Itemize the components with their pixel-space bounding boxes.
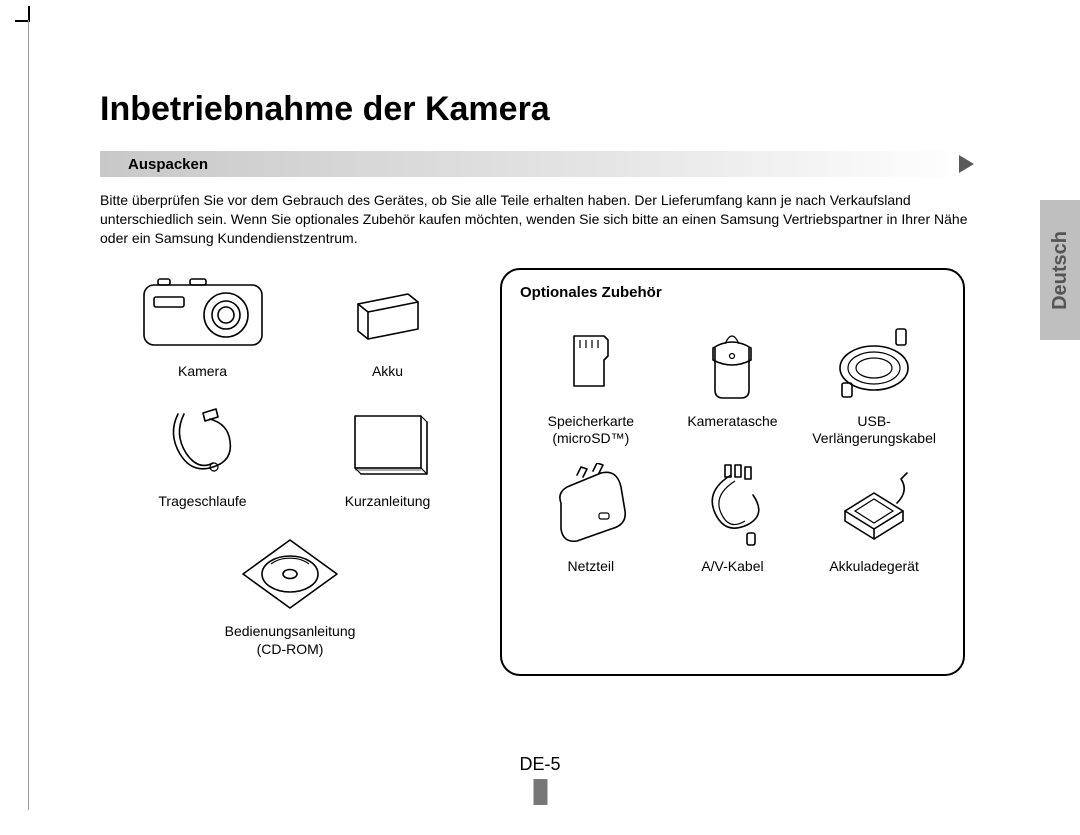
strap-icon xyxy=(125,398,280,490)
item-label: Akku xyxy=(310,362,465,380)
battery-icon xyxy=(310,268,465,360)
optional-title: Optionales Zubehör xyxy=(520,284,945,301)
items-layout: Kamera Akku xyxy=(100,268,970,677)
opt-battery-charger: Akkuladegerät xyxy=(803,458,945,592)
av-cable-icon xyxy=(662,458,804,558)
usb-cable-icon xyxy=(803,313,945,413)
label-line1: Speicherkarte xyxy=(548,413,634,429)
opt-memory-card: Speicherkarte (microSD™) xyxy=(520,313,662,448)
item-label: Kurzanleitung xyxy=(310,492,465,510)
power-adapter-icon xyxy=(520,458,662,558)
language-tab: Deutsch xyxy=(1040,200,1080,340)
label-line2: Verlängerungskabel xyxy=(812,430,936,446)
case-icon xyxy=(662,313,804,413)
item-quickstart: Kurzanleitung xyxy=(310,398,465,510)
crop-mark-v xyxy=(28,6,30,21)
content-area: Inbetriebnahme der Kamera Auspacken Bitt… xyxy=(100,90,970,676)
cd-icon xyxy=(125,528,455,620)
opt-camera-case: Kameratasche xyxy=(662,313,804,448)
intro-paragraph: Bitte überprüfen Sie vor dem Gebrauch de… xyxy=(100,191,970,248)
item-manual-cd: Bedienungsanleitung (CD-ROM) xyxy=(125,528,455,658)
item-battery: Akku xyxy=(310,268,465,380)
item-label: Netzteil xyxy=(520,558,662,592)
item-camera: Kamera xyxy=(125,268,280,380)
opt-av-cable: A/V-Kabel xyxy=(662,458,804,592)
item-label: Akkuladegerät xyxy=(803,558,945,592)
optional-grid: Speicherkarte (microSD™) xyxy=(520,313,945,602)
language-label: Deutsch xyxy=(1049,231,1072,310)
label-line1: Bedienungsanleitung xyxy=(225,623,356,639)
margin-rule xyxy=(28,20,29,810)
page-number: DE-5 xyxy=(519,754,560,805)
manual-page: Inbetriebnahme der Kamera Auspacken Bitt… xyxy=(0,0,1080,835)
charger-icon xyxy=(803,458,945,558)
arrow-right-icon xyxy=(959,155,974,173)
included-items: Kamera Akku xyxy=(100,268,480,677)
label-line1: USB- xyxy=(857,413,890,429)
page-number-text: DE-5 xyxy=(519,754,560,774)
opt-usb-cable: USB- Verlängerungskabel xyxy=(803,313,945,448)
item-label: Trageschlaufe xyxy=(125,492,280,510)
item-label: Kamera xyxy=(125,362,280,380)
item-strap: Trageschlaufe xyxy=(125,398,280,510)
microsd-icon xyxy=(520,313,662,413)
camera-icon xyxy=(125,268,280,360)
optional-accessories-box: Optionales Zubehör xyxy=(500,268,965,677)
label-line2: (microSD™) xyxy=(552,430,629,446)
section-heading-bar: Auspacken xyxy=(100,151,970,177)
section-heading-text: Auspacken xyxy=(128,156,208,173)
item-label: A/V-Kabel xyxy=(662,558,804,592)
label-line2: (CD-ROM) xyxy=(125,640,455,658)
item-label: Bedienungsanleitung (CD-ROM) xyxy=(125,622,455,658)
item-label: USB- Verlängerungskabel xyxy=(803,413,945,448)
opt-power-adapter: Netzteil xyxy=(520,458,662,592)
booklet-icon xyxy=(310,398,465,490)
item-label: Speicherkarte (microSD™) xyxy=(520,413,662,448)
page-marker-icon xyxy=(533,779,547,805)
item-label: Kameratasche xyxy=(662,413,804,447)
page-title: Inbetriebnahme der Kamera xyxy=(100,90,970,129)
